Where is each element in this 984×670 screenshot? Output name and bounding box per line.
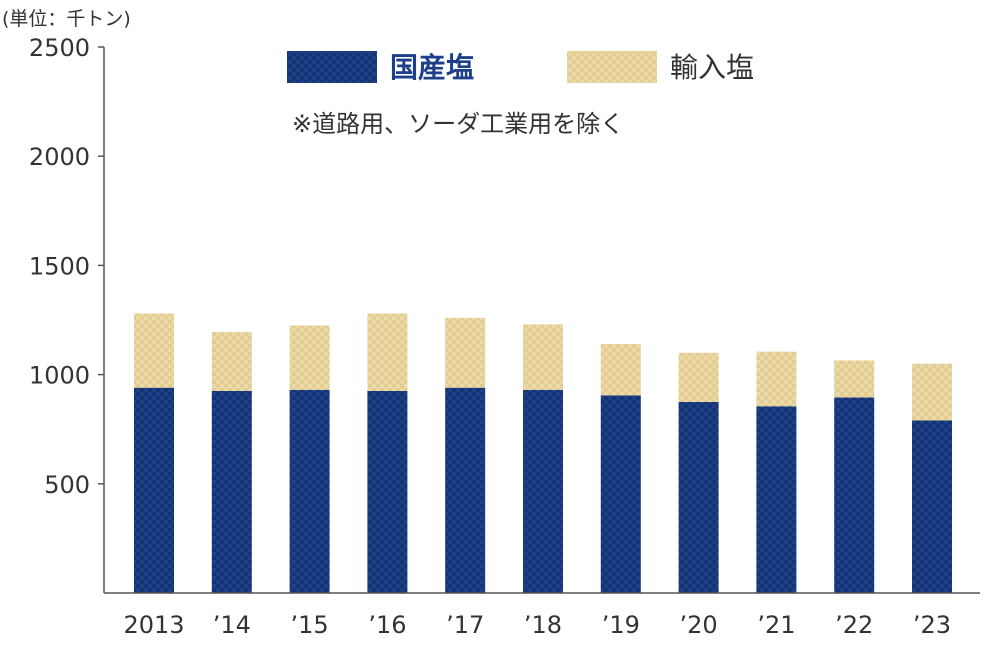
bar-import: [912, 363, 952, 421]
y-axis-tick-labels: 500 1000 1500 2000 2500: [29, 34, 104, 499]
bar-import: [678, 352, 719, 402]
unit-label: (単位：千トン): [2, 8, 131, 30]
x-tick-label: ’18: [524, 611, 562, 639]
bar-import: [367, 313, 408, 391]
x-tick-label: ’17: [446, 611, 484, 639]
y-tick-label: 1000: [29, 362, 90, 390]
bars-group: [134, 313, 952, 593]
chart-note: ※道路用、ソーダ工業用を除く: [292, 110, 624, 138]
bar-import: [834, 360, 875, 398]
legend-label-import: 輸入塩: [670, 51, 754, 84]
bar-domestic: [445, 387, 486, 593]
bar-import: [289, 325, 330, 390]
bar-import: [134, 313, 174, 388]
y-tick-label: 2500: [29, 34, 90, 62]
x-tick-label: ’14: [213, 611, 251, 639]
bar-domestic: [600, 395, 641, 593]
bar-domestic: [211, 390, 252, 593]
x-axis-tick-labels: 2013 ’14 ’15 ’16 ’17 ’18 ’19 ’20 ’21 ’22 ’23: [123, 611, 951, 639]
legend-label-domestic: 国産塩: [390, 51, 474, 84]
bar-import: [445, 317, 486, 388]
legend-swatch-import: [567, 51, 657, 83]
x-tick-label: ’20: [680, 611, 718, 639]
bar-import: [600, 344, 641, 396]
bar-domestic: [134, 387, 174, 593]
legend: 国産塩 輸入塩: [287, 51, 754, 84]
bar-domestic: [912, 420, 952, 593]
x-tick-label: ’19: [602, 611, 640, 639]
bar-domestic: [678, 401, 719, 593]
x-tick-label: ’21: [757, 611, 795, 639]
x-tick-label: ’23: [913, 611, 951, 639]
x-tick-label: ’15: [291, 611, 329, 639]
y-tick-label: 1500: [29, 252, 90, 280]
x-tick-label: ’22: [835, 611, 873, 639]
y-tick-label: 500: [44, 471, 90, 499]
bar-domestic: [523, 389, 563, 593]
legend-swatch-domestic: [287, 51, 377, 83]
bar-import: [211, 332, 252, 391]
y-tick-label: 2000: [29, 143, 90, 171]
bar-domestic: [834, 397, 875, 593]
bar-import: [523, 324, 563, 390]
bar-domestic: [367, 390, 408, 593]
x-tick-label: 2013: [123, 611, 184, 639]
bar-domestic: [289, 389, 330, 593]
x-tick-label: ’16: [368, 611, 406, 639]
bar-import: [756, 351, 797, 407]
bar-domestic: [756, 406, 797, 593]
